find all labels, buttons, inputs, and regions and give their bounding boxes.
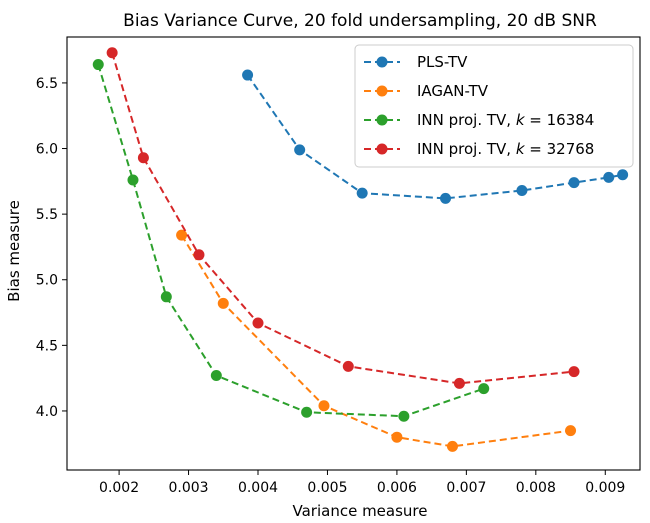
data-point [318,400,330,412]
x-tick-label: 0.007 [446,480,486,496]
series-2 [176,229,577,452]
legend-label: IAGAN-TV [417,82,489,100]
legend-marker [376,114,388,126]
y-tick-label: 5.0 [36,273,58,289]
legend-marker [376,85,388,97]
legend-marker [376,56,388,68]
data-point [453,377,465,389]
x-axis-title: Variance measure [293,502,428,520]
data-point [568,177,580,189]
data-point [137,152,149,164]
x-tick-label: 0.008 [516,480,556,496]
series-3 [92,59,490,422]
x-tick-label: 0.002 [99,480,139,496]
x-tick-label: 0.006 [377,480,417,496]
data-point [92,59,104,71]
y-tick-label: 6.0 [36,142,58,158]
legend-item: PLS-TV [364,53,468,71]
series-4 [106,47,580,389]
legend-item: IAGAN-TV [364,82,489,100]
chart-title: Bias Variance Curve, 20 fold undersampli… [123,11,597,31]
series-1 [242,69,629,204]
y-tick-label: 4.0 [36,404,58,420]
legend: PLS-TV IAGAN-TV INN proj. TV, k = 16384 INN… [354,44,634,168]
data-point [127,174,139,186]
series-line [180,234,571,448]
series-line [246,74,623,200]
data-point [160,291,172,303]
data-point [301,406,313,418]
data-point [176,229,188,241]
plot-frame [66,36,641,471]
data-point [106,47,118,59]
data-point [342,360,354,372]
data-point [217,297,229,309]
y-tick-label: 4.5 [36,338,58,354]
legend-label: INN proj. TV, k = 16384 [417,111,594,129]
data-point [252,317,264,329]
data-point [617,169,629,181]
x-tick-label: 0.004 [238,480,278,496]
legend-box [354,44,634,168]
data-point [210,370,222,382]
data-point [356,187,368,199]
y-tick-label: 6.5 [36,76,58,92]
data-point [446,440,458,452]
data-point [603,171,615,183]
x-tick-label: 0.005 [307,480,347,496]
series-layer [92,47,629,452]
data-point [440,192,452,204]
legend-label: PLS-TV [417,53,468,71]
legend-label: INN proj. TV, k = 32768 [417,140,594,158]
x-tick-label: 0.003 [168,480,208,496]
data-point [398,410,410,422]
legend-marker [376,143,388,155]
y-axis-title: Bias measure [5,200,23,302]
x-axis: 0.002 0.003 0.004 0.005 0.006 0.007 0.008 0.009 [99,470,625,496]
data-point [568,366,580,378]
data-point [391,431,403,443]
y-axis: 4.0 4.5 5.0 5.5 6.0 6.5 [36,76,67,420]
data-point [565,425,577,437]
legend-item: INN proj. TV, k = 32768 [364,140,594,158]
data-point [242,69,254,81]
data-point [516,185,528,197]
x-tick-label: 0.009 [585,480,625,496]
data-point [478,383,490,395]
data-point [193,249,205,261]
legend-item: INN proj. TV, k = 16384 [364,111,594,129]
y-tick-label: 5.5 [36,207,58,223]
data-point [294,144,306,156]
